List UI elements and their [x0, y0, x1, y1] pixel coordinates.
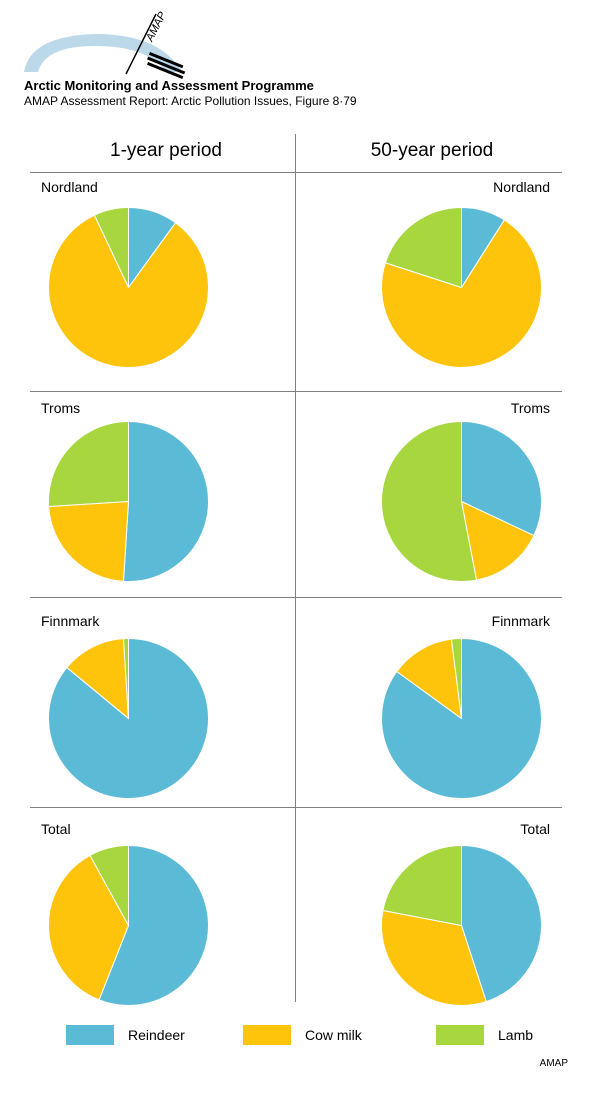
- pie-slice-reindeer: [461, 844, 542, 1003]
- region-label-troms-1yr: Troms: [41, 400, 81, 416]
- legend-label-lamb: Lamb: [498, 1027, 534, 1043]
- legend-label-cow-milk: Cow milk: [305, 1027, 362, 1043]
- region-label-nordland-50yr: Nordland: [493, 179, 550, 195]
- pie-slice-cow-milk: [48, 500, 130, 582]
- row-divider: [30, 172, 562, 173]
- pie-slice-cow-milk: [396, 638, 463, 720]
- legend-swatch-reindeer: [66, 1025, 114, 1045]
- amap-logo: AMAP: [24, 10, 186, 80]
- pie-slice-cow-milk: [381, 219, 542, 368]
- region-label-finnmark-50yr: Finnmark: [491, 613, 550, 629]
- region-label-total-1yr: Total: [41, 821, 71, 837]
- pie-finnmark-1yr: [48, 637, 209, 799]
- legend-swatch-lamb: [436, 1025, 484, 1045]
- pie-troms-1yr: [48, 420, 209, 582]
- pie-slice-reindeer: [461, 420, 542, 537]
- pie-slice-lamb: [89, 844, 129, 926]
- pie-slice-cow-milk: [381, 909, 487, 1006]
- organization-title: Arctic Monitoring and Assessment Program…: [24, 78, 314, 93]
- pie-slice-lamb: [122, 637, 129, 719]
- logo-scribble: [146, 52, 186, 80]
- pie-slice-lamb: [382, 844, 462, 927]
- pie-slice-reindeer: [98, 844, 209, 1006]
- pie-slice-cow-milk: [66, 638, 130, 720]
- pie-slice-cow-milk: [48, 214, 209, 368]
- pie-nordland-50yr: [381, 206, 542, 368]
- pie-slice-lamb: [384, 206, 462, 289]
- column-header-1-year: 1-year period: [110, 140, 222, 161]
- row-divider: [30, 807, 562, 808]
- pie-troms-50yr: [381, 420, 542, 582]
- region-label-total-50yr: Total: [520, 821, 550, 837]
- logo-text: AMAP: [144, 10, 170, 45]
- footer-credit: AMAP: [539, 1058, 568, 1069]
- legend-swatch-cow-milk: [243, 1025, 291, 1045]
- pie-total-50yr: [381, 844, 542, 1006]
- row-divider: [30, 597, 562, 598]
- pie-finnmark-50yr: [381, 637, 542, 799]
- pie-total-1yr: [48, 844, 209, 1006]
- pie-nordland-1yr: [48, 206, 209, 368]
- region-label-finnmark-1yr: Finnmark: [41, 613, 100, 629]
- pie-slice-cow-milk: [460, 500, 535, 581]
- region-label-nordland-1yr: Nordland: [41, 179, 98, 195]
- pie-slice-lamb: [93, 206, 129, 288]
- row-divider: [30, 391, 562, 392]
- pie-slice-cow-milk: [48, 854, 130, 1001]
- column-header-50-year: 50-year period: [370, 140, 494, 161]
- pie-slice-lamb: [48, 420, 129, 508]
- pie-slice-lamb: [450, 637, 462, 719]
- region-label-troms-50yr: Troms: [510, 400, 550, 416]
- legend-label-reindeer: Reindeer: [128, 1027, 185, 1043]
- report-reference: AMAP Assessment Report: Arctic Pollution…: [24, 94, 357, 108]
- pie-slice-reindeer: [122, 420, 209, 582]
- pie-slice-lamb: [381, 420, 478, 582]
- column-divider: [295, 134, 296, 1002]
